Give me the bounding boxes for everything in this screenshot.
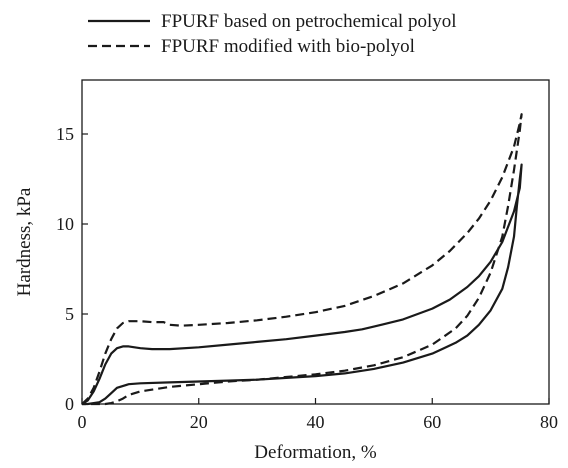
legend-label-1: FPURF based on petrochemical polyol: [161, 11, 457, 32]
plot-frame: [81, 79, 550, 405]
x-tick-label: 20: [190, 412, 208, 432]
legend-label-2: FPURF modified with bio-polyol: [161, 36, 415, 57]
x-tick-label: 0: [78, 412, 87, 432]
y-tick-label: 10: [56, 214, 74, 234]
series-line-1: [81, 163, 523, 406]
y-tick-label: 15: [56, 124, 74, 144]
x-tick-label: 40: [307, 412, 325, 432]
legend: FPURF based on petrochemical polyol FPURF…: [88, 11, 457, 57]
x-axis-title: Deformation, %: [254, 442, 377, 463]
x-tick-label: 80: [540, 412, 558, 432]
x-tick-label: 60: [423, 412, 441, 432]
y-tick-label: 0: [65, 394, 74, 414]
y-tick-label: 5: [65, 304, 74, 324]
axes: [81, 79, 550, 405]
series-line-2: [81, 113, 523, 406]
y-axis-title: Hardness, kPa: [14, 187, 35, 296]
series-layer: [81, 113, 523, 406]
ticks: 0 20 40 60 80 0 5 10 15: [56, 124, 558, 432]
